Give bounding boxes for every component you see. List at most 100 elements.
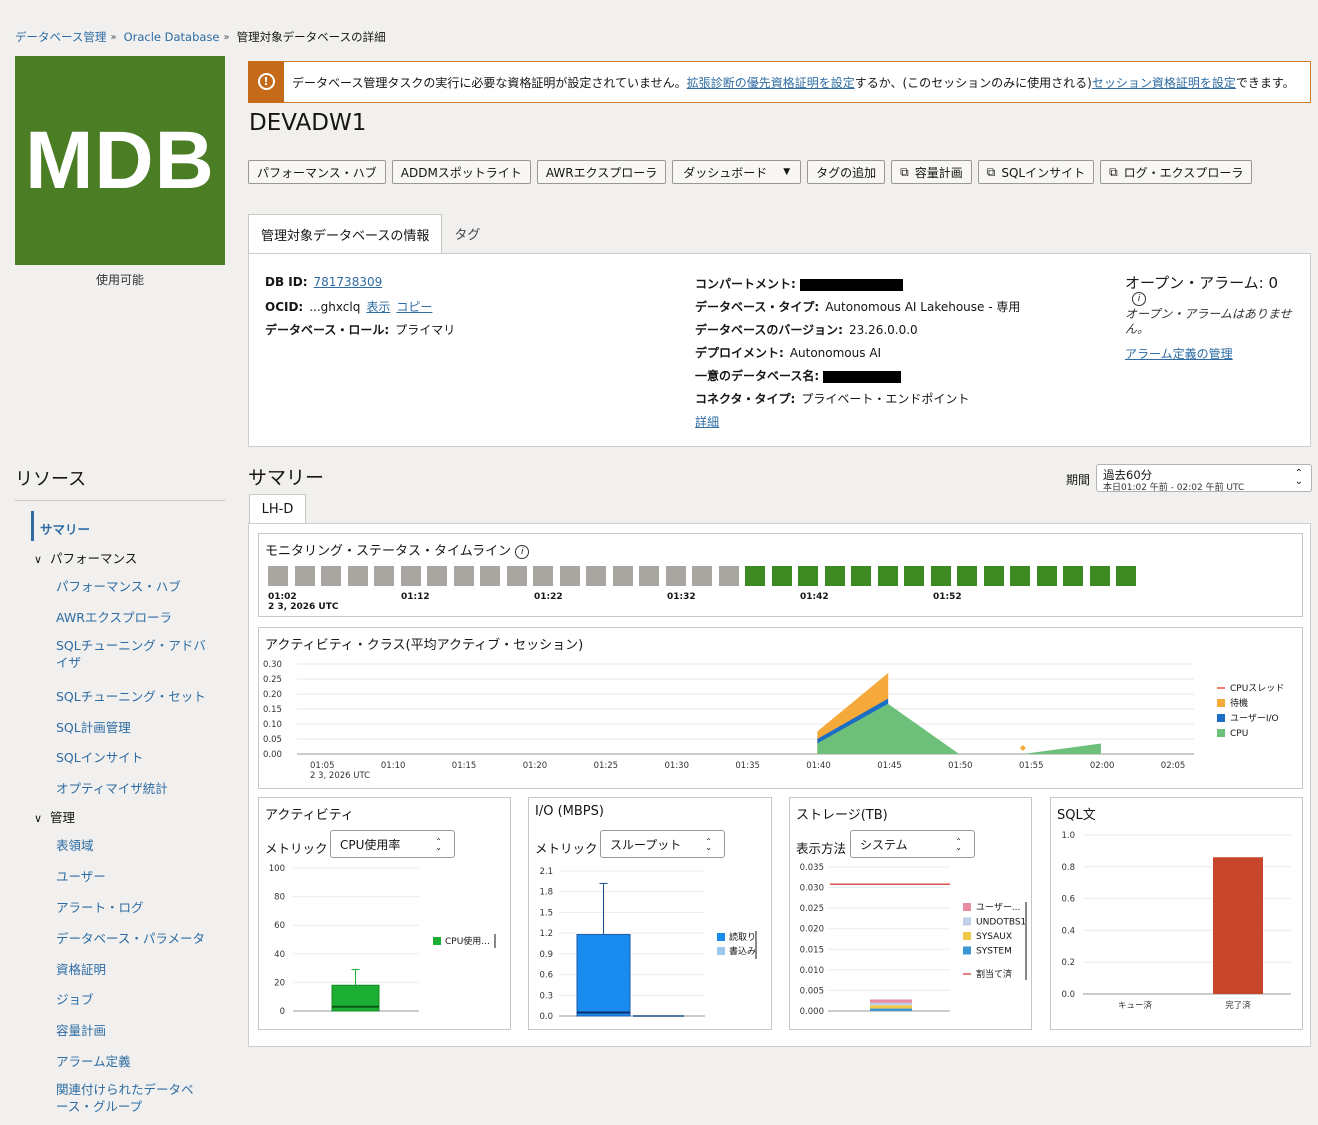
timeline-status-block[interactable] (612, 566, 633, 586)
y-tick-label: 0.015 (800, 945, 824, 955)
timeline-status-block[interactable] (347, 566, 368, 586)
details-link[interactable]: 詳細 (695, 415, 720, 429)
warning-icon: ! (248, 60, 284, 103)
manage-alarm-definitions-link[interactable]: アラーム定義の管理 (1125, 347, 1233, 361)
timeline-status-block[interactable] (1116, 566, 1136, 586)
sidebar-item-sql-plan-management[interactable]: SQL計画管理 (56, 720, 131, 735)
y-tick-label: 100 (269, 864, 285, 874)
sidebar-item-summary[interactable]: サマリー (40, 522, 91, 537)
sidebar-item-db-groups[interactable]: 関連付けられたデータベース・グループ (56, 1082, 194, 1114)
sidebar-group-management[interactable]: ∨ 管理 (34, 810, 76, 825)
sidebar-item-users[interactable]: ユーザー (56, 869, 106, 884)
sidebar-group-performance[interactable]: ∨ パフォーマンス (34, 551, 138, 566)
timeline-status-block[interactable] (851, 566, 871, 586)
sidebar-item-jobs[interactable]: ジョブ (56, 992, 94, 1007)
timeline-status-block[interactable] (639, 566, 659, 586)
performance-hub-button[interactable]: パフォーマンス・ハブ (248, 160, 386, 184)
timeline-status-block[interactable] (1089, 566, 1110, 586)
timeline-status-block[interactable] (798, 566, 818, 586)
timeline-status-block[interactable] (559, 566, 580, 586)
timeline-status-block[interactable] (904, 566, 924, 586)
capacity-planning-button[interactable]: ⧉ 容量計画 (891, 160, 972, 184)
timeline-status-block[interactable] (930, 566, 951, 586)
timeline-status-block[interactable] (1010, 566, 1030, 586)
timeline-status-block[interactable] (1063, 566, 1083, 586)
timeline-status-block[interactable] (294, 566, 315, 586)
timeline-status-block[interactable] (957, 566, 977, 586)
y-tick-label: 0.010 (800, 966, 824, 976)
tab-database-info[interactable]: 管理対象データベースの情報 (248, 214, 443, 254)
tab-tags[interactable]: タグ (442, 214, 493, 254)
storage-view-select[interactable]: システム ⌃ ⌄ (850, 830, 975, 858)
io-metric-select[interactable]: スループット ⌃ ⌄ (600, 830, 725, 858)
info-icon[interactable]: i (1132, 292, 1146, 306)
timeline-status-block[interactable] (400, 566, 421, 586)
database-version-field: データベースのバージョン: 23.26.0.0.0 (695, 323, 918, 337)
timeline-status-block[interactable] (745, 566, 765, 586)
period-select[interactable]: 過去60分 本日01:02 午前 - 02:02 午前 UTC ⌃ ⌄ (1096, 464, 1312, 493)
timeline-status-block[interactable] (427, 566, 447, 586)
timeline-status-block[interactable] (771, 566, 792, 586)
timeline-status-block[interactable] (533, 566, 553, 586)
sidebar-item-tablespaces[interactable]: 表領域 (56, 838, 94, 853)
sidebar-item-db-parameters[interactable]: データベース・パラメータ (56, 931, 206, 946)
legend-swatch (1217, 699, 1225, 707)
summary-panel: モニタリング・ステータス・タイムライン i 01:02 2 3, 2026 UT… (248, 523, 1311, 1047)
timeline-status-block[interactable] (665, 566, 686, 586)
timeline-status-block[interactable] (268, 566, 288, 586)
timeline-status-block[interactable] (506, 566, 527, 586)
monitoring-timeline-card: モニタリング・ステータス・タイムライン i 01:02 2 3, 2026 UT… (258, 533, 1303, 617)
db-id-link[interactable]: 781738309 (313, 275, 383, 289)
sidebar-item-optimizer-stats[interactable]: オプティマイザ統計 (56, 781, 168, 796)
x-tick-label: 完了済 (1225, 1000, 1251, 1011)
area-cpu (817, 703, 960, 754)
y-tick-label: 0 (280, 1007, 285, 1017)
chevron-down-icon: ∨ (34, 553, 43, 566)
y-tick-label: 1.2 (539, 929, 553, 939)
log-explorer-button[interactable]: ⧉ ログ・エクスプローラ (1100, 160, 1253, 184)
box-body (576, 934, 631, 1017)
lifecycle-status: 使用可能 (95, 273, 144, 287)
x-tick-label: 01:25 (594, 761, 619, 771)
timeline-status-block[interactable] (480, 566, 500, 586)
detail-tabs: 管理対象データベースの情報 タグ (248, 214, 493, 254)
ocid-show-link[interactable]: 表示 (366, 300, 391, 314)
sidebar-item-sql-tuning-set[interactable]: SQLチューニング・セット (56, 689, 206, 704)
sidebar-item-sql-tuning-advisor[interactable]: SQLチューニング・アドバイザ (56, 638, 206, 670)
timeline-status-block[interactable] (983, 566, 1004, 586)
activity-metric-select[interactable]: CPU使用率 ⌃ ⌄ (330, 830, 455, 858)
set-session-credentials-link[interactable]: セッション資格証明を設定 (1091, 75, 1236, 90)
y-tick-label: 0.20 (263, 690, 282, 700)
awr-explorer-button[interactable]: AWRエクスプローラ (536, 160, 667, 184)
timeline-status-block[interactable] (718, 566, 739, 586)
info-icon[interactable]: i (515, 544, 530, 559)
chevron-down-icon: ∨ (34, 812, 43, 825)
legend-swatch (717, 933, 725, 941)
timeline-status-block[interactable] (1036, 566, 1057, 586)
sql-insight-button[interactable]: ⧉ SQLインサイト (977, 160, 1095, 184)
sidebar-item-sql-insight[interactable]: SQLインサイト (56, 750, 144, 765)
sidebar-item-performance-hub[interactable]: パフォーマンス・ハブ (56, 579, 181, 594)
timeline-status-block[interactable] (374, 566, 394, 586)
timeline-status-block[interactable] (321, 566, 341, 586)
timeline-status-block[interactable] (692, 566, 712, 586)
sidebar-item-awr-explorer[interactable]: AWRエクスプローラ (56, 610, 173, 625)
timeline-status-block[interactable] (586, 566, 606, 586)
sidebar-item-alert-log[interactable]: アラート・ログ (56, 900, 144, 915)
addm-spotlight-button[interactable]: ADDMスポットライト (391, 160, 531, 184)
timeline-status-block[interactable] (824, 566, 845, 586)
add-tag-button[interactable]: タグの追加 (807, 160, 886, 184)
timeline-status-block[interactable] (453, 566, 474, 586)
dashboard-menu-button[interactable]: ダッシュボード ▼ (672, 160, 802, 184)
sidebar-item-capacity-planning[interactable]: 容量計画 (56, 1023, 107, 1038)
set-preferred-credentials-link[interactable]: 拡張診断の優先資格証明を設定 (686, 75, 855, 90)
ocid-copy-link[interactable]: コピー (396, 300, 433, 314)
breadcrumb-database-management[interactable]: データベース管理 (15, 30, 107, 44)
breadcrumb-oracle-database[interactable]: Oracle Database (123, 30, 220, 44)
timeline-status-block[interactable] (877, 566, 898, 586)
tab-lh-d[interactable]: LH-D (249, 494, 306, 524)
y-tick-label: 0.035 (800, 863, 824, 873)
deployment-field: デプロイメント: Autonomous AI (695, 346, 882, 360)
sidebar-item-credentials[interactable]: 資格証明 (56, 962, 107, 977)
sidebar-item-alarm-definitions[interactable]: アラーム定義 (56, 1054, 131, 1069)
